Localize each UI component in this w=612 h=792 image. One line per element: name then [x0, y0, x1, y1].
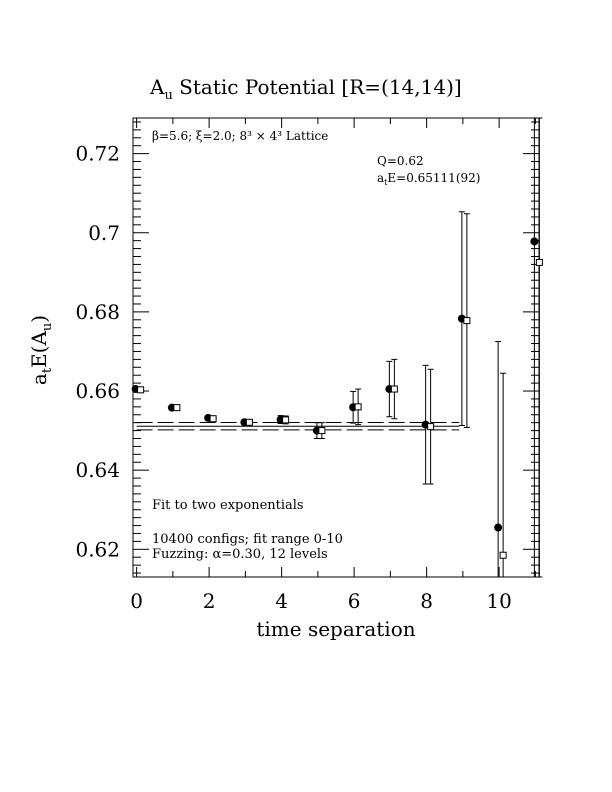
- annotation-fuzzing: Fuzzing: α=0.30, 12 levels: [152, 547, 328, 562]
- annotation-fit-type: Fit to two exponentials: [152, 498, 304, 513]
- y-axis-label-close: ): [27, 315, 51, 323]
- annotation-fit-t: t: [384, 178, 388, 187]
- x-axis-label: time separation: [256, 617, 415, 641]
- chart-title: Au Static Potential [R=(14,14)]: [149, 75, 462, 103]
- y-tick-label: 0.68: [75, 300, 120, 324]
- x-tick-label: 6: [348, 589, 361, 613]
- data-point-square: [390, 385, 398, 393]
- data-point-circle: [494, 523, 503, 532]
- data-point-square: [535, 258, 543, 266]
- data-point-square: [463, 317, 471, 325]
- data-point-square: [499, 551, 507, 559]
- y-axis-label-e: E(A: [27, 331, 51, 368]
- y-tick-label: 0.7: [88, 221, 120, 245]
- data-point-square: [173, 404, 181, 412]
- data-point-square: [427, 423, 435, 431]
- x-tick-label: 2: [203, 589, 216, 613]
- data-point-square: [318, 427, 326, 435]
- y-tick-label: 0.66: [75, 379, 120, 403]
- tick-labels: 0 2 4 6 8 10 0.62 0.64 0.66 0.68 0.7 0.72: [75, 142, 511, 613]
- y-axis-label-t: t: [40, 367, 55, 373]
- annotation-lattice: β=5.6; ξ=2.0; 8³ × 4³ Lattice: [152, 129, 328, 143]
- y-axis-label: atE(Au): [27, 315, 55, 385]
- annotation-configs: 10400 configs; fit range 0-10: [152, 532, 343, 547]
- fit-band: [136, 422, 460, 431]
- chart-title-rest: Static Potential [R=(14,14)]: [173, 75, 462, 99]
- data-point-square: [137, 386, 145, 394]
- y-tick-label: 0.62: [75, 537, 120, 561]
- data-point-square: [209, 415, 217, 423]
- x-tick-label: 4: [275, 589, 288, 613]
- annotation-fit-energy: atE=0.65111(92): [377, 171, 480, 187]
- y-axis-label-u: u: [40, 323, 55, 331]
- data-marks: [131, 117, 543, 578]
- data-point-square: [245, 418, 253, 426]
- annotation-q: Q=0.62: [377, 154, 424, 168]
- y-axis-label-a: a: [27, 373, 51, 385]
- y-tick-label: 0.72: [75, 142, 120, 166]
- chart-title-sub: u: [164, 88, 172, 103]
- data-point-square: [354, 403, 362, 411]
- x-tick-label: 0: [130, 589, 143, 613]
- y-tick-label: 0.64: [75, 458, 120, 482]
- x-tick-label: 8: [420, 589, 433, 613]
- axis-ticks: [133, 118, 539, 577]
- data-point-circle: [530, 237, 539, 246]
- x-tick-label: 10: [486, 589, 511, 613]
- annotation-fit-a: a: [377, 171, 384, 185]
- data-point-square: [282, 416, 290, 424]
- chart-title-main: A: [149, 75, 165, 99]
- annotation-fit-rest: E=0.65111(92): [387, 171, 480, 185]
